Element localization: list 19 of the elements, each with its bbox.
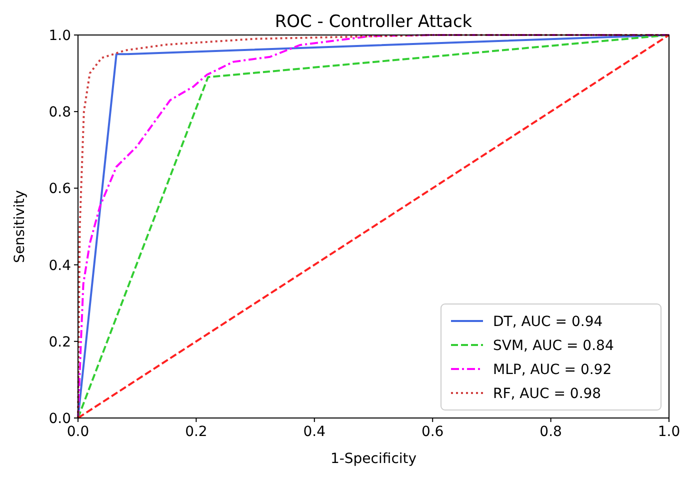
x-tick-label: 0.0	[66, 424, 90, 440]
y-tick-label: 0.8	[48, 104, 71, 121]
y-tick-label: 0.4	[48, 258, 72, 274]
x-tick-label: 0.2	[185, 424, 208, 440]
legend-label: RF, AUC = 0.98	[493, 386, 602, 402]
y-tick-label: 0.6	[48, 181, 72, 198]
y-tick-label: 1.0	[48, 28, 71, 44]
y-tick-label: 0.0	[48, 411, 71, 427]
x-tick-label: 0.4	[303, 424, 326, 440]
y-axis-title: Sensitivity	[12, 190, 28, 263]
x-tick-label: 0.6	[421, 424, 444, 440]
x-tick-label: 1.0	[658, 424, 680, 440]
x-axis-title: 1-Specificity	[330, 451, 417, 467]
x-tick-label: 0.8	[540, 424, 562, 440]
legend-label: DT, AUC = 0.94	[493, 314, 603, 330]
chart-title: ROC - Controller Attack	[274, 12, 472, 32]
y-tick-label: 0.2	[48, 334, 71, 350]
legend-label: MLP, AUC = 0.92	[493, 362, 612, 378]
legend-label: SVM, AUC = 0.84	[493, 338, 614, 354]
